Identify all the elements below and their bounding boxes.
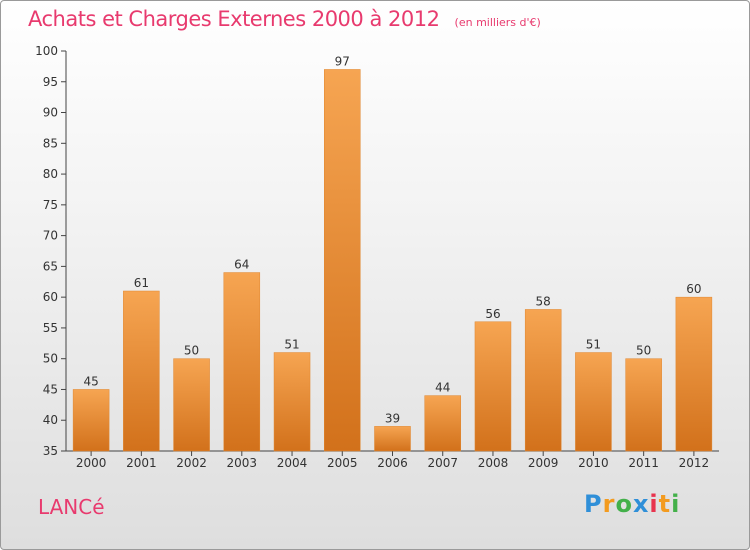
x-tick-label: 2010 xyxy=(578,456,609,470)
bar[interactable] xyxy=(273,352,311,452)
x-tick-label: 2008 xyxy=(478,456,509,470)
bar-value-label: 51 xyxy=(284,338,299,352)
x-tick-label: 2011 xyxy=(628,456,659,470)
bar[interactable] xyxy=(474,321,512,452)
chart-subtitle: (en milliers d'€) xyxy=(454,16,541,29)
y-tick-label: 35 xyxy=(43,444,58,458)
logo-letter: t xyxy=(658,490,672,518)
bar-value-label: 50 xyxy=(636,344,651,358)
x-tick-label: 2012 xyxy=(679,456,710,470)
bar-value-label: 45 xyxy=(83,374,98,388)
y-tick-label: 65 xyxy=(43,259,58,273)
bar[interactable] xyxy=(324,69,361,452)
bar[interactable] xyxy=(123,290,160,452)
bar[interactable] xyxy=(575,352,612,452)
x-tick-label: 2006 xyxy=(377,456,408,470)
bar-value-label: 39 xyxy=(385,411,400,425)
bar[interactable] xyxy=(424,395,461,452)
bar[interactable] xyxy=(625,358,662,452)
bar-value-label: 58 xyxy=(536,294,551,308)
bar[interactable] xyxy=(374,426,411,452)
y-tick-label: 60 xyxy=(43,290,58,304)
bar-value-label: 61 xyxy=(134,276,149,290)
logo-letter: i xyxy=(649,490,659,518)
logo-letter: o xyxy=(615,490,633,518)
x-tick-label: 2003 xyxy=(227,456,258,470)
y-tick-label: 100 xyxy=(35,44,58,58)
bar-value-label: 60 xyxy=(686,282,701,296)
x-tick-label: 2000 xyxy=(76,456,107,470)
chart-labels: 45 2000 61 2001 50 2002 64 2003 51 2004 97 2005 39 20… xyxy=(76,54,709,470)
bar-value-label: 44 xyxy=(435,381,450,395)
proxiti-logo[interactable]: Proxiti xyxy=(584,490,680,518)
bar[interactable] xyxy=(72,389,110,452)
y-tick-label: 55 xyxy=(43,321,58,335)
y-tick-label: 40 xyxy=(43,413,58,427)
y-tick-label: 80 xyxy=(43,167,58,181)
y-tick-label: 90 xyxy=(43,106,58,120)
chart-title: Achats et Charges Externes 2000 à 2012 xyxy=(28,7,440,31)
y-tick-label: 45 xyxy=(43,382,58,396)
bar[interactable] xyxy=(675,296,713,452)
x-tick-label: 2007 xyxy=(427,456,458,470)
chart-axes: 35 40 45 50 55 60 65 70 75 80 85 90 95 100 xyxy=(35,44,719,458)
x-tick-label: 2002 xyxy=(176,456,207,470)
bar-value-label: 56 xyxy=(485,307,500,321)
chart-bars xyxy=(72,69,713,452)
logo-letter: i xyxy=(671,490,681,518)
y-tick-label: 75 xyxy=(43,198,58,212)
x-tick-label: 2009 xyxy=(528,456,559,470)
bar[interactable] xyxy=(524,309,562,452)
logo-letter: r xyxy=(602,490,616,518)
bar-value-label: 51 xyxy=(586,338,601,352)
bar[interactable] xyxy=(173,358,210,452)
place-name: LANCé xyxy=(38,495,105,519)
bar-value-label: 64 xyxy=(234,258,249,272)
x-tick-label: 2004 xyxy=(277,456,308,470)
logo-letter: x xyxy=(632,490,650,518)
bar-value-label: 97 xyxy=(335,54,350,68)
y-tick-label: 85 xyxy=(43,136,58,150)
y-tick-label: 50 xyxy=(43,352,58,366)
y-tick-label: 95 xyxy=(43,75,58,89)
y-tick-label: 70 xyxy=(43,229,58,243)
bar[interactable] xyxy=(223,272,261,452)
x-tick-label: 2005 xyxy=(327,456,358,470)
x-tick-label: 2001 xyxy=(126,456,157,470)
title-block: Achats et Charges Externes 2000 à 2012 (… xyxy=(28,7,541,31)
logo-letter: P xyxy=(584,490,603,518)
bar-value-label: 50 xyxy=(184,344,199,358)
